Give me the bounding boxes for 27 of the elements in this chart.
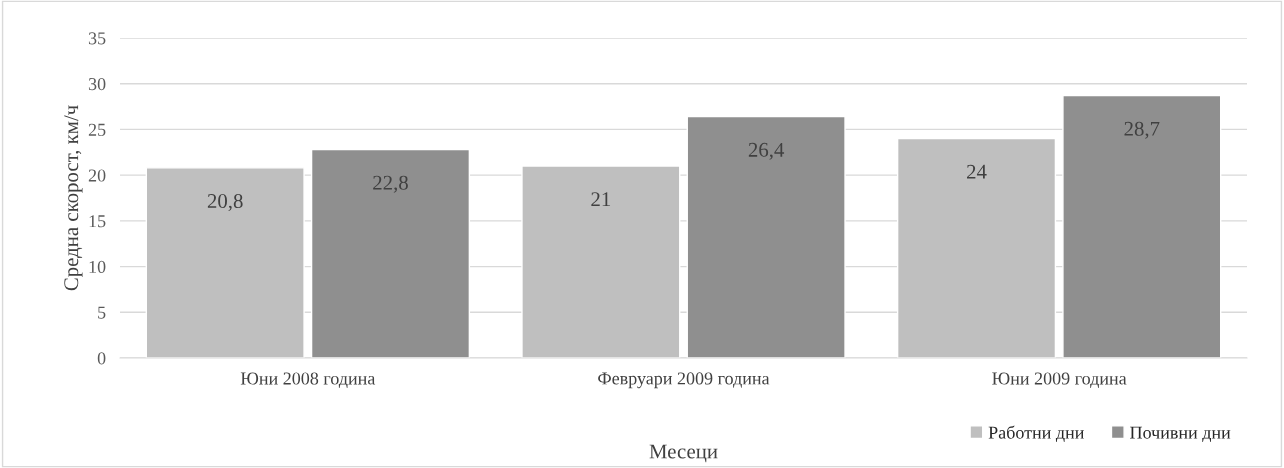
y-tick-label: 0 — [97, 352, 106, 365]
y-tick-label: 30 — [88, 77, 106, 91]
y-tick-label: 10 — [89, 260, 106, 274]
bar — [310, 148, 471, 358]
x-axis-title: Месеци — [649, 444, 718, 463]
y-tick-label: 15 — [89, 215, 106, 228]
legend-label: Работни дни — [988, 425, 1084, 443]
data-label: 20,8 — [207, 193, 243, 212]
bar — [1062, 94, 1222, 358]
y-axis-title: Средна скорост, км/ч — [64, 105, 83, 291]
data-label: 21 — [591, 192, 611, 207]
legend-label: Почивни дни — [1130, 426, 1231, 443]
bar — [896, 137, 1057, 358]
bar — [686, 115, 846, 358]
x-tick-label: Юни 2009 година — [992, 372, 1127, 388]
data-label: 26,4 — [748, 142, 785, 160]
x-tick-label: Февруари 2009 година — [598, 372, 770, 389]
y-tick-label: 35 — [88, 32, 106, 45]
bar — [521, 165, 681, 358]
y-tick-label: 25 — [88, 123, 106, 136]
data-label: 22,8 — [373, 175, 408, 193]
data-label: 28,7 — [1124, 121, 1160, 139]
y-tick-label: 20 — [88, 169, 106, 182]
y-tick-label: 5 — [98, 306, 106, 319]
data-label: 24 — [967, 164, 987, 179]
x-tick-label: Юни 2008 година — [240, 372, 376, 388]
bar — [145, 167, 305, 358]
